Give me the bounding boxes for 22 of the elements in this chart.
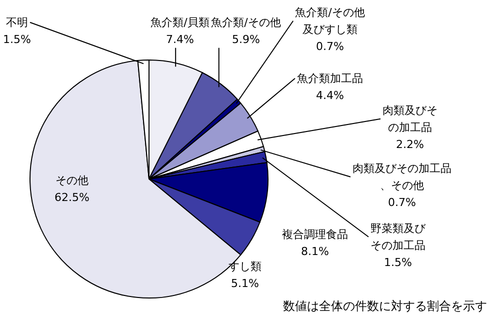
text: 数値は全体の件数に対する割合を示す <box>283 299 487 313</box>
data-label: 0.7% <box>388 196 416 209</box>
data-label: 2.2% <box>396 138 424 151</box>
data-label: 7.4% <box>166 32 194 46</box>
slice-label: 魚介類/貝類 <box>150 16 210 29</box>
slice-label: 魚介類/その他及びすし類 <box>295 6 365 36</box>
data-label: 8.1% <box>301 244 329 258</box>
data-label: 62.5% <box>54 190 90 204</box>
data-label: 5.9% <box>232 32 260 46</box>
data-label: 1.5% <box>384 256 412 269</box>
data-label: 4.4% <box>316 88 344 102</box>
data-label: 1.5% <box>3 32 31 46</box>
slice-label: その他 <box>56 174 88 187</box>
slice-label: 肉類及びその加工品、その他 <box>352 162 452 192</box>
slice-label: 野菜類及びその加工品 <box>370 222 426 252</box>
slice-label: 魚介類加工品 <box>297 72 363 85</box>
slice-label: 不明 <box>6 16 28 29</box>
slice-label: 肉類及びその加工品 <box>382 104 438 134</box>
data-label: 0.7% <box>316 40 344 53</box>
data-label: 5.1% <box>231 276 259 290</box>
slice-label: 複合調理食品 <box>282 228 348 241</box>
slice-label: 魚介類/その他 <box>211 16 281 29</box>
